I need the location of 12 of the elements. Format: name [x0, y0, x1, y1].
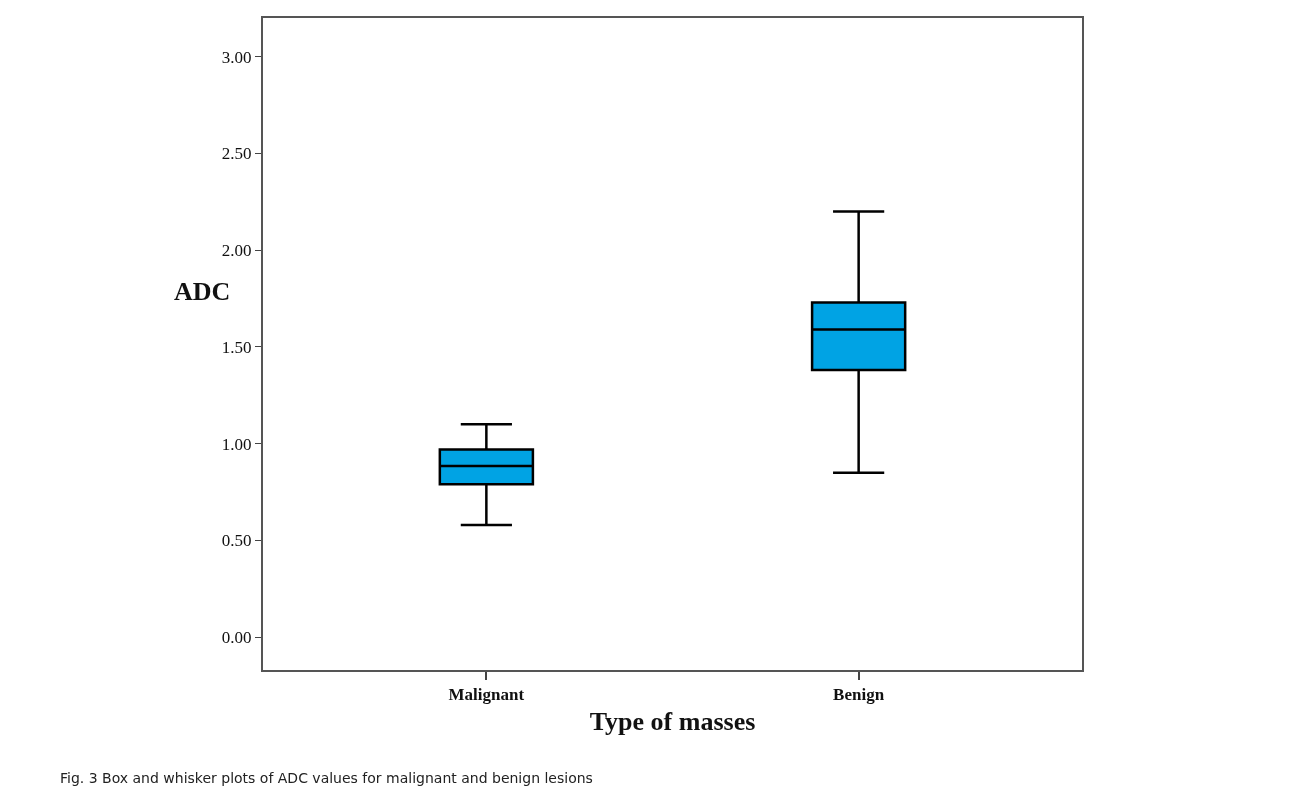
- y-tick-label: 1.00: [221, 434, 252, 454]
- y-tick-label: 1.50: [221, 337, 252, 357]
- y-tick-label: 2.00: [221, 241, 252, 261]
- y-axis-title: ADC: [174, 277, 231, 306]
- x-axis-title: Type of masses: [589, 706, 756, 736]
- x-tick-label: Benign: [833, 685, 885, 705]
- y-tick-label: 0.00: [221, 628, 252, 648]
- caption: Fig. 3 Box and whisker plots of ADC values for malignant and benign lesions: [60, 770, 593, 786]
- y-tick-label: 2.50: [221, 144, 252, 164]
- y-tick-label: 3.00: [221, 47, 252, 67]
- y-tick-label: 0.50: [221, 531, 252, 551]
- x-tick-label: Malignant: [448, 685, 525, 705]
